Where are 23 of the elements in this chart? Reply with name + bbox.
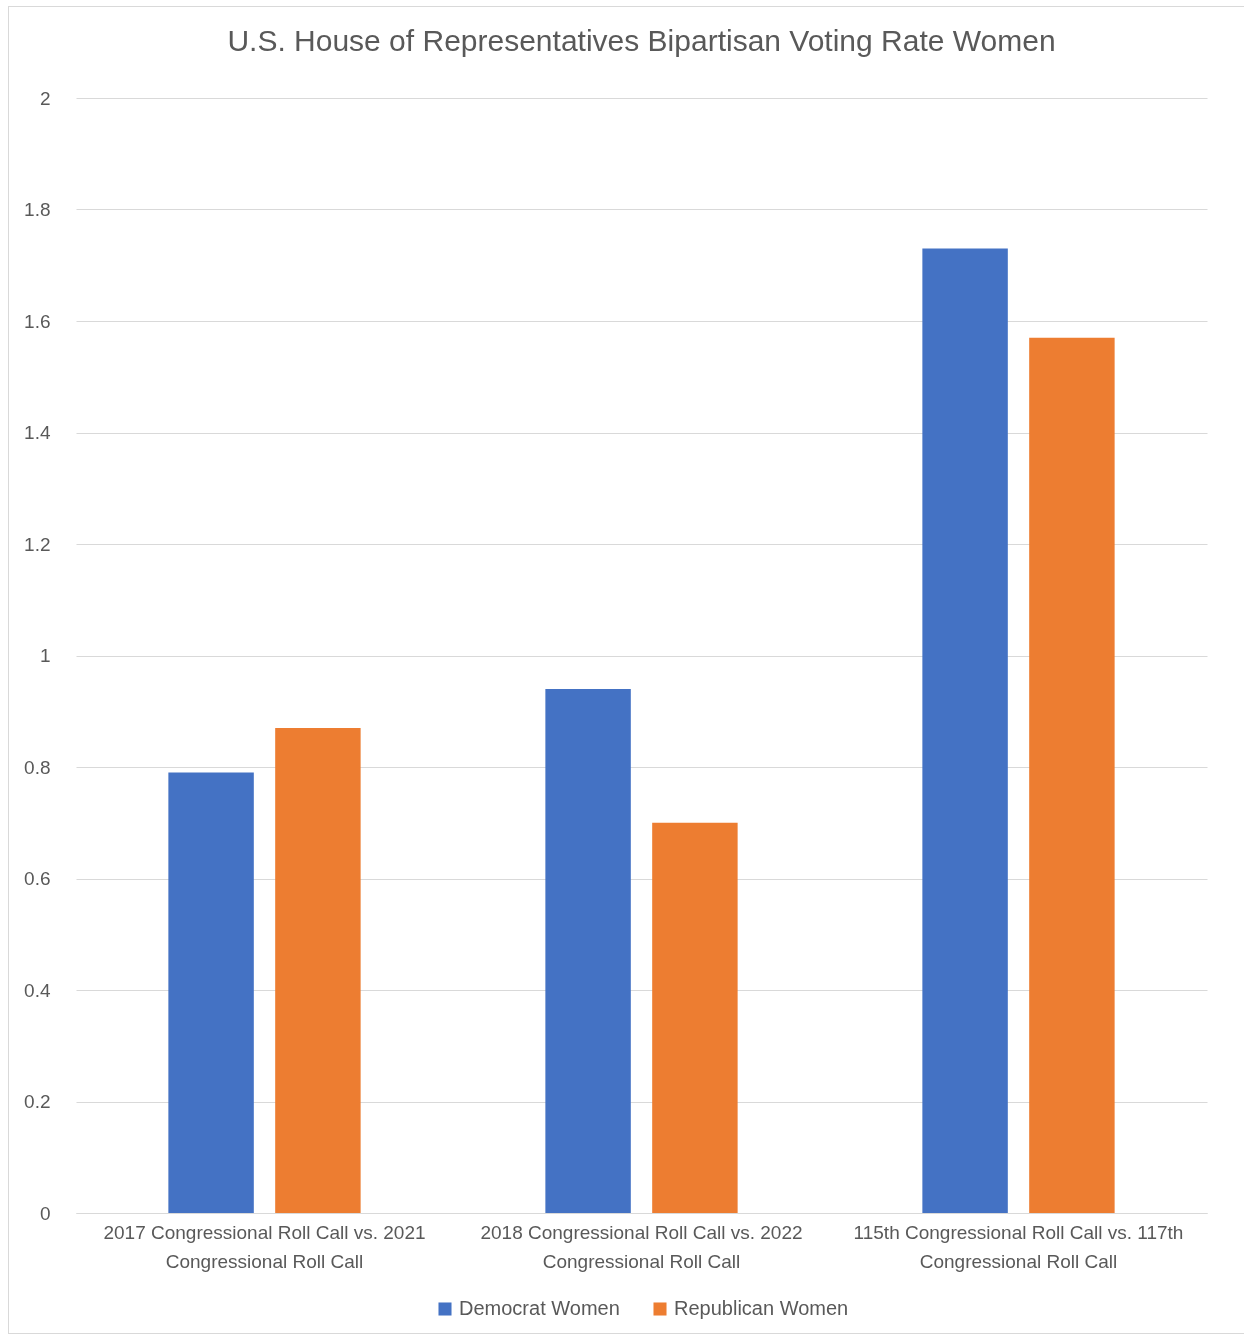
y-tick-label: 1.6 <box>24 310 51 332</box>
chart-title: U.S. House of Representatives Bipartisan Voting Rate Women <box>227 24 1056 57</box>
legend-label: Democrat Women <box>459 1297 620 1319</box>
y-tick-label: 1.8 <box>24 199 51 220</box>
y-tick-label: 0.2 <box>24 1091 51 1112</box>
bar <box>652 822 738 1213</box>
y-tick-label: 0.8 <box>24 756 51 778</box>
bar <box>168 772 254 1213</box>
bar <box>275 727 361 1213</box>
y-tick-label: 0 <box>39 1202 51 1224</box>
bar <box>1029 337 1115 1213</box>
y-tick-label: 1.2 <box>24 533 51 555</box>
legend-label: Republican Women <box>674 1297 849 1319</box>
x-tick-label: 2017 Congressional Roll Call vs. 2021 Congressional Roll Call <box>103 1221 426 1272</box>
bar <box>922 248 1008 1213</box>
y-tick-label: 0.4 <box>24 979 51 1001</box>
y-tick-label: 0.6 <box>24 868 51 889</box>
y-tick-label: 2 <box>39 87 51 109</box>
bar <box>545 688 631 1213</box>
x-tick-label: 115th Congressional Roll Call vs. 117th Congressional Roll Call <box>853 1221 1184 1272</box>
y-tick-label: 1.4 <box>24 422 51 443</box>
x-tick-label: 2018 Congressional Roll Call vs. 2022 Congressional Roll Call <box>480 1221 803 1272</box>
y-tick-label: 1 <box>39 645 51 666</box>
